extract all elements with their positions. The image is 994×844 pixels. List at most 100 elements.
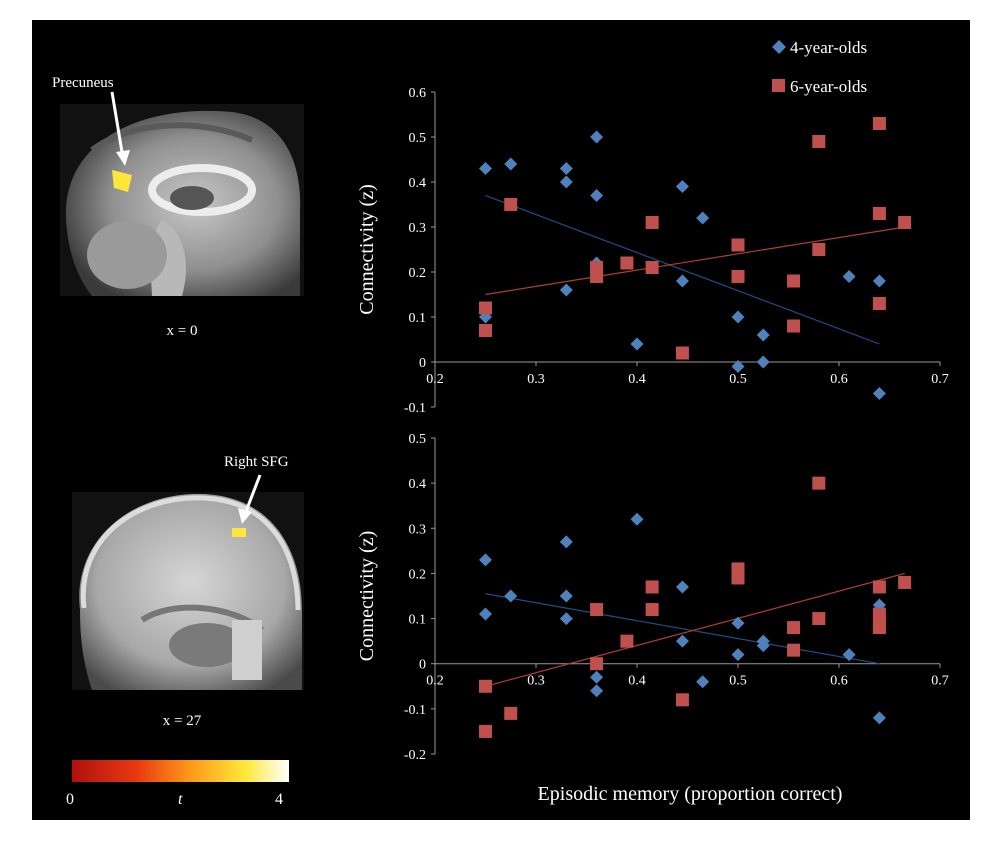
point-4-year-olds (559, 535, 573, 549)
trendline-4-year-olds (485, 593, 880, 665)
point-6-year-olds (620, 256, 634, 270)
point-4-year-olds (590, 684, 604, 698)
point-6-year-olds (504, 706, 518, 720)
point-4-year-olds (756, 639, 770, 653)
point-4-year-olds (675, 580, 689, 594)
activation-blob-precuneus (112, 170, 132, 192)
point-6-year-olds (504, 198, 518, 211)
region-callout-right-sfg: Right SFG (224, 454, 289, 524)
slice-label-bottom: x = 27 (163, 713, 202, 729)
colorbar-min-label: 0 (66, 791, 74, 808)
legend-label-4-year-olds: 4-year-olds (790, 38, 867, 57)
point-4-year-olds (696, 675, 710, 689)
point-4-year-olds (559, 175, 573, 189)
point-4-year-olds (731, 648, 745, 662)
point-4-year-olds (590, 189, 604, 202)
x-tick-label: 0.5 (729, 372, 747, 387)
point-4-year-olds (479, 553, 492, 567)
y-axis-title: Connectivity (z) (356, 531, 378, 662)
scatter-plot-top: -0.1 0 0.1 0.2 0.3 0.4 0.5 0.6 0.2 0.3 0.4 0.5 0.6 0.… (356, 86, 949, 416)
point-6-year-olds (731, 571, 745, 585)
y-tick-label: 0.1 (409, 311, 427, 326)
y-tick-label: 0.6 (409, 86, 427, 101)
point-6-year-olds (872, 207, 886, 220)
point-4-year-olds (872, 387, 886, 400)
y-tick-label: 0.1 (409, 613, 427, 628)
point-6-year-olds (479, 724, 492, 738)
point-4-year-olds (559, 162, 573, 175)
y-tick-label: -0.1 (404, 401, 426, 416)
point-6-year-olds (645, 603, 659, 617)
legend: 4-year-olds 6-year-olds (772, 38, 867, 96)
point-6-year-olds (787, 319, 801, 333)
point-6-year-olds (898, 575, 912, 589)
colorbar-gradient (72, 760, 289, 782)
y-tick-label: -0.2 (404, 748, 426, 763)
colorbar-max-label: 4 (275, 791, 283, 808)
point-6-year-olds (731, 270, 745, 283)
point-4-year-olds (559, 283, 573, 297)
point-6-year-olds (645, 261, 659, 274)
point-6-year-olds (590, 603, 604, 617)
trendline-4-year-olds (485, 194, 880, 345)
y-tick-label: 0.2 (409, 266, 427, 281)
x-axis-title: Episodic memory (proportion correct) (538, 783, 843, 805)
y-tick-label: 0.3 (409, 221, 427, 236)
point-6-year-olds (872, 621, 886, 635)
colorbar-mid-label: t (178, 791, 183, 808)
point-4-year-olds (731, 616, 745, 630)
point-4-year-olds (872, 274, 886, 288)
x-tick-label: 0.6 (830, 372, 848, 387)
point-6-year-olds (812, 476, 826, 490)
legend-marker-6-year-olds (772, 79, 785, 92)
point-4-year-olds (504, 589, 518, 603)
colorbar: 0 t 4 (66, 760, 289, 808)
point-6-year-olds (620, 634, 634, 648)
x-tick-label: 0.6 (830, 674, 848, 689)
point-4-year-olds (675, 180, 689, 193)
point-4-year-olds (559, 589, 573, 603)
x-tick-label: 0.3 (527, 674, 545, 689)
point-6-year-olds (898, 216, 912, 229)
brain-image-top (60, 104, 304, 296)
point-4-year-olds (842, 270, 856, 283)
point-6-year-olds (872, 297, 886, 310)
x-tick-label: 0.7 (931, 372, 949, 387)
y-axis-title: Connectivity (z) (356, 184, 378, 315)
point-6-year-olds (787, 621, 801, 635)
point-4-year-olds (756, 355, 770, 369)
y-tick-label: -0.1 (404, 703, 426, 718)
point-4-year-olds (559, 612, 573, 626)
point-4-year-olds (696, 211, 710, 225)
legend-item-6-year-olds: 6-year-olds (772, 77, 867, 96)
point-4-year-olds (504, 157, 518, 171)
y-tick-label: 0 (419, 658, 426, 673)
point-6-year-olds (787, 643, 801, 657)
point-6-year-olds (731, 238, 745, 252)
legend-label-6-year-olds: 6-year-olds (790, 77, 867, 96)
x-tick-label: 0.4 (628, 674, 646, 689)
point-6-year-olds (812, 612, 826, 626)
point-4-year-olds (630, 337, 644, 351)
x-tick-label: 0.5 (729, 674, 747, 689)
point-6-year-olds (645, 216, 659, 229)
point-4-year-olds (590, 670, 604, 684)
point-6-year-olds (479, 324, 492, 337)
point-4-year-olds (630, 512, 644, 526)
point-4-year-olds (756, 328, 770, 342)
point-6-year-olds (645, 580, 659, 594)
point-6-year-olds (675, 693, 689, 707)
point-4-year-olds (675, 634, 689, 648)
x-tick-label: 0.2 (426, 674, 444, 689)
scatter-plot-bottom: -0.2 -0.1 0 0.1 0.2 0.3 0.4 0.5 0.2 0.3 0.4 0.5 0.6 0… (356, 432, 949, 763)
y-tick-label: 0.2 (409, 567, 427, 582)
region-label-precuneus: Precuneus (52, 75, 114, 91)
point-6-year-olds (675, 346, 689, 360)
point-4-year-olds (675, 274, 689, 288)
point-6-year-olds (787, 274, 801, 288)
activation-blob-right-sfg (232, 528, 246, 537)
slice-label-top: x = 0 (167, 323, 198, 339)
point-6-year-olds (479, 679, 492, 693)
point-4-year-olds (731, 360, 745, 373)
region-label-right-sfg: Right SFG (224, 454, 289, 470)
